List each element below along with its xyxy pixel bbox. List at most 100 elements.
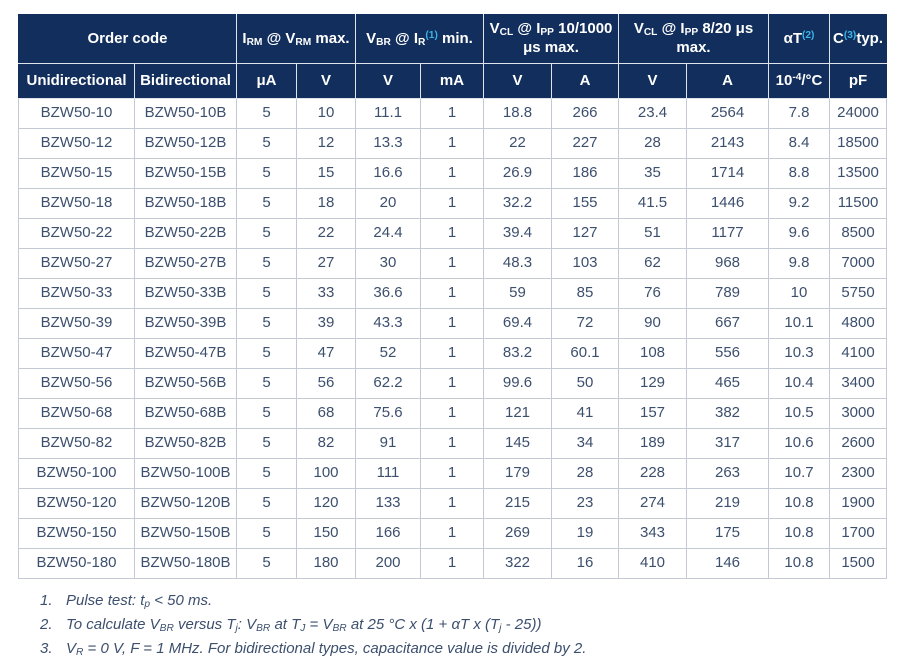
value-cell: 10.8 xyxy=(768,518,831,549)
column-unit-header: μA xyxy=(236,63,297,99)
column-group-header: VBR @ IR(1) min. xyxy=(354,14,485,64)
value-cell: 266 xyxy=(551,98,620,129)
value-cell: 180 xyxy=(296,548,356,579)
value-cell: 103 xyxy=(551,248,620,279)
value-cell: 4100 xyxy=(829,338,888,369)
footnote-3: 3. VR = 0 V, F = 1 MHz. For bidirectiona… xyxy=(40,640,902,658)
value-cell: 108 xyxy=(618,338,688,369)
table-row: BZW50-12 BZW50-12B 5 12 13.3 1 22 227 28 2143 8.4 1… xyxy=(18,128,888,159)
table-row: BZW50-27 BZW50-27B 5 27 30 1 48.3 103 62 968 9.8 70… xyxy=(18,248,888,279)
value-cell: 145 xyxy=(483,428,553,459)
order-code-bidirectional-cell: BZW50-15B xyxy=(134,158,237,189)
value-cell: 8.4 xyxy=(768,128,831,159)
value-cell: 1 xyxy=(419,98,485,129)
value-cell: 200 xyxy=(355,548,421,579)
order-code-bidirectional-cell: BZW50-12B xyxy=(134,128,237,159)
value-cell: 2564 xyxy=(686,98,770,129)
value-cell: 5 xyxy=(236,158,297,189)
value-cell: 72 xyxy=(551,308,620,339)
order-code-unidirectional-cell: BZW50-150 xyxy=(18,518,135,549)
value-cell: 10.7 xyxy=(768,458,831,489)
value-cell: 1 xyxy=(419,128,485,159)
value-cell: 789 xyxy=(686,278,770,309)
order-code-unidirectional-cell: BZW50-82 xyxy=(18,428,135,459)
order-code-bidirectional-cell: BZW50-18B xyxy=(134,188,237,219)
value-cell: 62.2 xyxy=(355,368,421,399)
value-cell: 1 xyxy=(419,338,485,369)
value-cell: 1 xyxy=(419,188,485,219)
value-cell: 32.2 xyxy=(483,188,553,219)
value-cell: 215 xyxy=(483,488,553,519)
table-row: BZW50-39 BZW50-39B 5 39 43.3 1 69.4 72 90 667 10.1… xyxy=(18,308,888,339)
value-cell: 1446 xyxy=(686,188,770,219)
value-cell: 30 xyxy=(355,248,421,279)
value-cell: 667 xyxy=(686,308,770,339)
value-cell: 343 xyxy=(618,518,688,549)
value-cell: 219 xyxy=(686,488,770,519)
value-cell: 59 xyxy=(483,278,553,309)
value-cell: 33 xyxy=(296,278,356,309)
order-code-unidirectional-cell: BZW50-12 xyxy=(18,128,135,159)
value-cell: 157 xyxy=(618,398,688,429)
value-cell: 133 xyxy=(355,488,421,519)
value-cell: 76 xyxy=(618,278,688,309)
column-unit-header: Bidirectional xyxy=(134,63,237,99)
value-cell: 5 xyxy=(236,248,297,279)
table-body: BZW50-10 BZW50-10B 5 10 11.1 1 18.8 266 23.4 2564… xyxy=(18,98,888,579)
header-group-row: Order code IRM @ VRM max. VBR @ IR(1) min.… xyxy=(18,14,888,64)
value-cell: 1177 xyxy=(686,218,770,249)
value-cell: 20 xyxy=(355,188,421,219)
table-row: BZW50-120 BZW50-120B 5 120 133 1 215 23 274 219 10… xyxy=(18,488,888,519)
table-row: BZW50-15 BZW50-15B 5 15 16.6 1 26.9 186 35 1714 8.… xyxy=(18,158,888,189)
order-code-unidirectional-cell: BZW50-47 xyxy=(18,338,135,369)
footnote-1: 1. Pulse test: tp < 50 ms. xyxy=(40,592,902,610)
value-cell: 556 xyxy=(686,338,770,369)
value-cell: 166 xyxy=(355,518,421,549)
value-cell: 1 xyxy=(419,428,485,459)
value-cell: 1 xyxy=(419,488,485,519)
value-cell: 48.3 xyxy=(483,248,553,279)
value-cell: 11.1 xyxy=(355,98,421,129)
order-code-unidirectional-cell: BZW50-56 xyxy=(18,368,135,399)
order-code-bidirectional-cell: BZW50-150B xyxy=(134,518,237,549)
footnotes: 1. Pulse test: tp < 50 ms. 2. To calcula… xyxy=(18,592,902,658)
value-cell: 186 xyxy=(551,158,620,189)
value-cell: 5 xyxy=(236,218,297,249)
order-code-bidirectional-cell: BZW50-56B xyxy=(134,368,237,399)
value-cell: 85 xyxy=(551,278,620,309)
value-cell: 41 xyxy=(551,398,620,429)
footnote-number: 3. xyxy=(40,640,53,657)
value-cell: 5 xyxy=(236,188,297,219)
value-cell: 1 xyxy=(419,458,485,489)
value-cell: 968 xyxy=(686,248,770,279)
value-cell: 410 xyxy=(618,548,688,579)
value-cell: 10.3 xyxy=(768,338,831,369)
order-code-bidirectional-cell: BZW50-180B xyxy=(134,548,237,579)
value-cell: 5 xyxy=(236,98,297,129)
value-cell: 22 xyxy=(296,218,356,249)
value-cell: 18 xyxy=(296,188,356,219)
value-cell: 1 xyxy=(419,218,485,249)
table-row: BZW50-18 BZW50-18B 5 18 20 1 32.2 155 41.5 1446 9.… xyxy=(18,188,888,219)
value-cell: 127 xyxy=(551,218,620,249)
value-cell: 23.4 xyxy=(618,98,688,129)
value-cell: 146 xyxy=(686,548,770,579)
value-cell: 1 xyxy=(419,368,485,399)
order-code-bidirectional-cell: BZW50-10B xyxy=(134,98,237,129)
column-group-header: C(3)typ. xyxy=(829,14,888,64)
electrical-characteristics-table: Order code IRM @ VRM max. VBR @ IR(1) min.… xyxy=(18,14,888,579)
order-code-bidirectional-cell: BZW50-68B xyxy=(134,398,237,429)
value-cell: 18.8 xyxy=(483,98,553,129)
value-cell: 19 xyxy=(551,518,620,549)
value-cell: 175 xyxy=(686,518,770,549)
value-cell: 1500 xyxy=(829,548,888,579)
value-cell: 22 xyxy=(483,128,553,159)
column-unit-header: V xyxy=(618,63,688,99)
column-group-header: VCL @ IPP 8/20 μs max. xyxy=(618,14,770,64)
value-cell: 465 xyxy=(686,368,770,399)
table-row: BZW50-22 BZW50-22B 5 22 24.4 1 39.4 127 51 1177 9.… xyxy=(18,218,888,249)
value-cell: 83.2 xyxy=(483,338,553,369)
footnote-number: 1. xyxy=(40,592,53,609)
value-cell: 13500 xyxy=(829,158,888,189)
value-cell: 269 xyxy=(483,518,553,549)
